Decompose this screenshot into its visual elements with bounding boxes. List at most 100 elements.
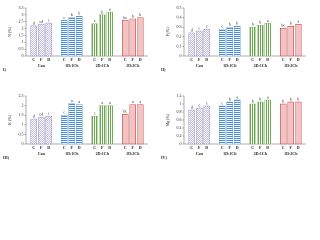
bar <box>234 26 241 57</box>
y-tick-label: 0 <box>180 141 182 146</box>
y-tick-label: 0.4 <box>177 125 182 130</box>
significance-letter: c <box>48 18 50 23</box>
y-tick-label: 2.5 <box>19 19 24 24</box>
y-tick-label: 0.3 <box>177 24 182 29</box>
bar <box>287 26 294 57</box>
y-axis-label: K (%) <box>7 114 12 125</box>
bar <box>295 101 302 145</box>
group-label: 1D:1Ch <box>223 151 237 156</box>
bar <box>122 20 129 57</box>
group-label: 1D:1Ch <box>65 151 79 156</box>
significance-letter: c <box>221 100 223 105</box>
x-tick-label: C <box>190 57 193 62</box>
x-tick-label: C <box>221 145 224 150</box>
x-tick-label: C <box>32 145 35 150</box>
bar <box>280 103 287 145</box>
y-tick-label: 2.5 <box>19 93 24 98</box>
y-tick-label: 1 <box>180 101 182 106</box>
x-tick-label: F <box>198 57 201 62</box>
bar <box>264 99 271 145</box>
x-tick-label: D <box>236 57 239 62</box>
x-tick-label: F <box>40 145 43 150</box>
x-tick-label: D <box>205 145 208 150</box>
y-tick-label: 0.8 <box>177 109 182 114</box>
bar <box>295 24 302 57</box>
x-tick-label: D <box>266 145 269 150</box>
x-tick-label: C <box>282 57 285 62</box>
x-tick-label: F <box>101 145 104 150</box>
x-tick-label: F <box>198 145 201 150</box>
group-label: 2D:1Ch <box>96 151 110 156</box>
panel-label: II) <box>161 67 166 72</box>
x-tick-label: F <box>132 145 135 150</box>
bar <box>76 104 83 145</box>
y-tick-label: 0.6 <box>177 117 182 122</box>
bar <box>219 105 226 145</box>
significance-letter: a <box>267 94 269 99</box>
bar <box>106 105 113 145</box>
x-tick-label: F <box>290 145 293 150</box>
bar <box>264 23 271 57</box>
significance-letter: a <box>101 100 103 105</box>
significance-letter: c <box>206 100 208 105</box>
x-tick-label: D <box>78 57 81 62</box>
y-axis-label: P (%) <box>165 27 170 37</box>
bar <box>45 22 52 57</box>
bar <box>91 23 98 57</box>
significance-letter: a <box>132 99 134 104</box>
significance-letter: d <box>33 113 35 118</box>
y-tick-label: 3.5 <box>19 5 24 10</box>
bar <box>137 104 144 145</box>
bar <box>249 27 256 57</box>
y-tick-label: 0.5 <box>19 131 24 136</box>
group-label: 2D:1Ch <box>96 63 110 68</box>
x-tick-label: F <box>40 57 43 62</box>
y-tick-label: 3 <box>22 12 24 17</box>
bar <box>45 115 52 145</box>
bar <box>38 24 45 57</box>
y-tick-label: 0.5 <box>177 5 182 10</box>
bar <box>249 103 256 145</box>
bar <box>188 32 195 57</box>
x-tick-label: D <box>78 145 81 150</box>
bar <box>203 28 210 57</box>
bar <box>234 99 241 145</box>
significance-letter: c <box>63 110 65 115</box>
y-tick-label: 2 <box>22 103 24 108</box>
significance-letter: bc <box>123 109 127 114</box>
significance-letter: c <box>198 25 200 30</box>
x-tick-label: C <box>282 145 285 150</box>
bar <box>61 20 68 57</box>
bar <box>196 30 203 57</box>
significance-letter: b <box>71 12 73 17</box>
x-tick-label: D <box>266 57 269 62</box>
bar <box>99 14 106 57</box>
significance-letter: b <box>290 21 292 26</box>
bar <box>30 25 37 57</box>
bar <box>188 109 195 145</box>
panel-label: I) <box>3 67 7 72</box>
y-tick-label: 0.5 <box>19 46 24 51</box>
significance-letter: a <box>109 100 111 105</box>
x-tick-label: F <box>259 145 262 150</box>
y-tick-label: 0.2 <box>177 133 182 138</box>
bar <box>219 28 226 57</box>
x-tick-label: D <box>108 145 111 150</box>
y-tick-label: 0.2 <box>177 34 182 39</box>
x-tick-label: D <box>47 145 50 150</box>
x-tick-label: D <box>47 57 50 62</box>
bar <box>203 105 210 145</box>
x-tick-label: F <box>290 57 293 62</box>
group-label: 1D:2Ch <box>284 63 298 68</box>
significance-letter: b <box>252 22 254 27</box>
x-tick-label: F <box>259 57 262 62</box>
y-tick-label: 1 <box>22 122 24 127</box>
significance-letter: c <box>198 102 200 107</box>
y-tick-label: 2 <box>22 25 24 30</box>
significance-letter: b <box>229 22 231 27</box>
x-tick-label: F <box>71 57 74 62</box>
x-tick-label: C <box>124 145 127 150</box>
x-tick-label: F <box>132 57 135 62</box>
x-tick-label: C <box>63 145 66 150</box>
bar <box>68 17 75 57</box>
